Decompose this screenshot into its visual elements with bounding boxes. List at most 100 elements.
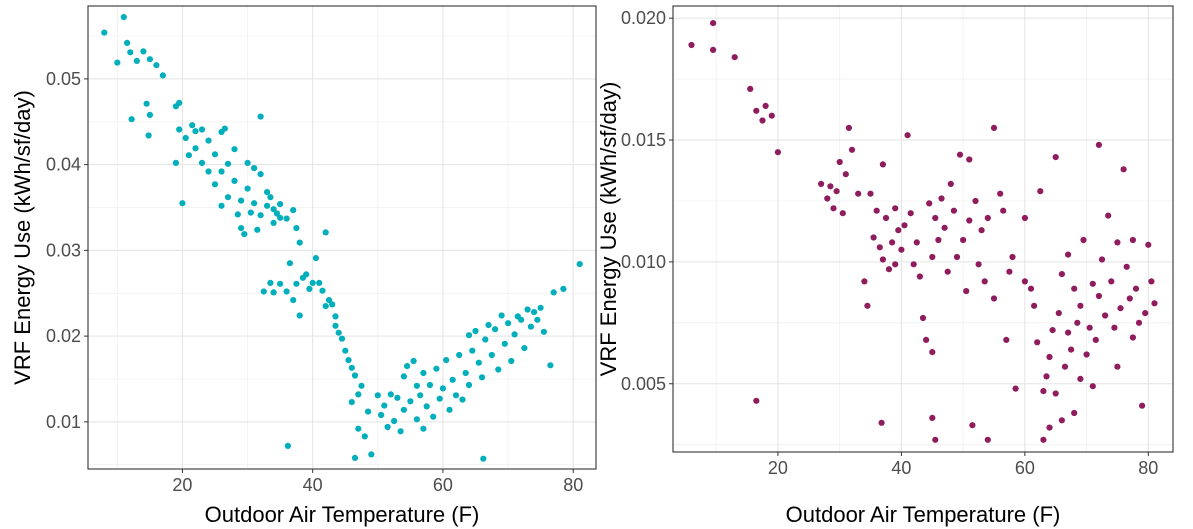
data-point bbox=[963, 288, 970, 295]
data-point bbox=[1071, 285, 1078, 292]
data-point bbox=[864, 302, 871, 309]
data-point bbox=[381, 402, 388, 409]
data-point bbox=[456, 351, 463, 359]
data-point bbox=[413, 382, 420, 389]
data-point bbox=[531, 309, 538, 316]
data-point bbox=[322, 229, 329, 236]
data-point bbox=[267, 194, 274, 201]
data-point bbox=[224, 160, 232, 167]
data-point bbox=[251, 200, 258, 207]
data-point bbox=[420, 369, 427, 377]
data-point bbox=[270, 219, 277, 226]
data-point bbox=[1120, 166, 1127, 173]
data-point bbox=[1108, 278, 1115, 285]
data-point bbox=[518, 316, 525, 323]
data-point bbox=[1114, 239, 1121, 246]
data-point bbox=[990, 295, 998, 302]
data-point bbox=[1037, 188, 1044, 195]
data-point bbox=[322, 303, 329, 310]
data-point bbox=[984, 214, 991, 222]
data-point bbox=[267, 279, 274, 286]
data-point bbox=[1086, 324, 1093, 331]
data-point bbox=[1092, 336, 1099, 343]
data-point bbox=[260, 288, 267, 295]
data-point bbox=[277, 214, 284, 221]
data-point bbox=[1095, 141, 1102, 148]
data-point bbox=[508, 357, 515, 365]
data-point bbox=[179, 200, 186, 207]
data-point bbox=[1089, 280, 1096, 287]
data-point bbox=[1123, 263, 1130, 270]
data-point bbox=[1021, 214, 1028, 222]
data-point bbox=[929, 349, 936, 356]
data-point bbox=[426, 381, 433, 389]
data-point bbox=[997, 190, 1004, 197]
data-point bbox=[923, 336, 930, 343]
data-point bbox=[1145, 241, 1152, 248]
data-point bbox=[969, 422, 976, 429]
data-point bbox=[205, 168, 212, 175]
data-point bbox=[547, 362, 554, 369]
data-point bbox=[283, 288, 290, 295]
x-tick-label: 40 bbox=[303, 475, 323, 495]
chart-panel-2: 20 40 60 80 0.005 0.010 0.015 0.020 Outdoor Air … bbox=[596, 5, 1174, 527]
data-point bbox=[929, 253, 936, 261]
x-axis-title: Outdoor Air Temperature (F) bbox=[205, 502, 480, 527]
data-point bbox=[211, 151, 219, 158]
data-point bbox=[143, 100, 150, 107]
data-point bbox=[120, 14, 127, 21]
data-point bbox=[335, 329, 342, 336]
data-point bbox=[1031, 302, 1038, 309]
data-point bbox=[1077, 375, 1084, 382]
data-point bbox=[387, 391, 394, 398]
data-point bbox=[472, 327, 479, 335]
data-point bbox=[1061, 363, 1069, 370]
y-tick-label: 0.005 bbox=[621, 374, 666, 394]
data-point bbox=[146, 56, 153, 63]
data-point bbox=[247, 209, 254, 216]
data-point bbox=[303, 271, 310, 278]
data-point bbox=[1000, 207, 1007, 214]
data-point bbox=[889, 239, 896, 246]
data-point bbox=[1095, 292, 1102, 300]
data-point bbox=[480, 455, 487, 462]
data-point bbox=[898, 246, 905, 253]
data-point bbox=[420, 425, 427, 432]
data-point bbox=[966, 217, 973, 224]
data-point bbox=[1114, 363, 1121, 370]
series-1 bbox=[101, 14, 583, 462]
data-point bbox=[950, 207, 958, 214]
data-point bbox=[293, 280, 300, 287]
data-point bbox=[296, 312, 303, 319]
data-point bbox=[1040, 436, 1047, 443]
data-point bbox=[710, 46, 717, 54]
chart-panel-1: 20 40 60 80 0.01 0.02 0.03 0.04 0.05 Outdoor Air … bbox=[10, 5, 597, 527]
data-point bbox=[277, 201, 284, 208]
data-point bbox=[488, 351, 495, 359]
data-point bbox=[560, 285, 567, 292]
data-point bbox=[241, 231, 248, 238]
data-point bbox=[876, 244, 883, 251]
data-point bbox=[576, 261, 583, 268]
data-point bbox=[495, 366, 502, 373]
series-1 bbox=[688, 20, 1158, 443]
data-point bbox=[469, 347, 476, 354]
data-point bbox=[731, 54, 738, 61]
x-tick-label: 60 bbox=[1015, 458, 1035, 478]
data-point bbox=[400, 373, 407, 380]
data-point bbox=[882, 214, 890, 222]
data-point bbox=[192, 145, 199, 152]
data-point bbox=[192, 128, 199, 135]
panel-border bbox=[672, 5, 1174, 453]
data-point bbox=[159, 72, 166, 79]
data-point bbox=[975, 261, 982, 268]
data-point bbox=[293, 225, 300, 232]
data-point bbox=[124, 39, 131, 47]
data-point bbox=[286, 260, 293, 267]
data-point bbox=[338, 335, 346, 342]
data-point bbox=[358, 382, 365, 389]
data-point bbox=[1046, 353, 1053, 361]
data-point bbox=[329, 301, 336, 308]
data-point bbox=[413, 416, 420, 423]
data-point bbox=[198, 126, 206, 133]
